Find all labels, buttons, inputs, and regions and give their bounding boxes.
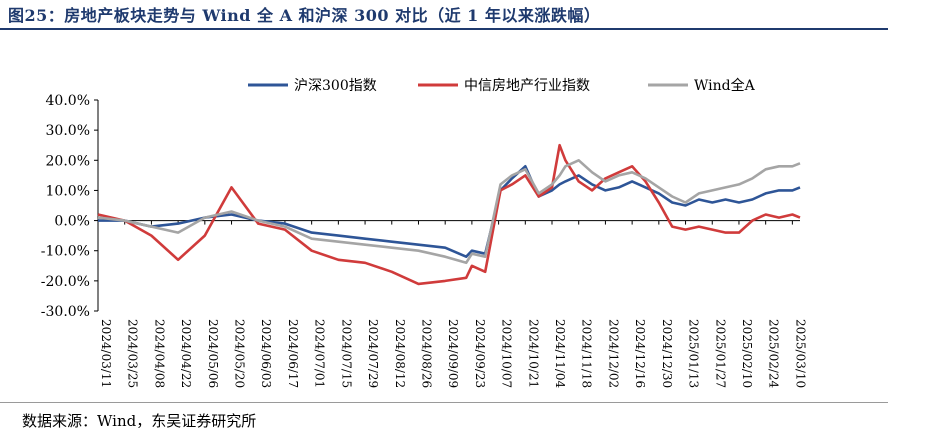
y-tick-label: 0.0% xyxy=(54,214,90,230)
legend-label: 中信房地产行业指数 xyxy=(464,78,590,94)
y-tick-label: 20.0% xyxy=(46,153,90,169)
legend: 沪深300指数 中信房地产行业指数 Wind全A xyxy=(248,77,756,94)
x-tick-label: 2024/11/04 xyxy=(553,319,567,389)
y-axis: 40.0% 30.0% 20.0% 10.0% 0.0% -10.0% -20.0% -30.… xyxy=(41,93,99,320)
x-tick-label: 2024/12/30 xyxy=(660,319,674,388)
x-tick-label: 2024/04/22 xyxy=(179,319,193,388)
source-note: 数据来源：Wind，东吴证券研究所 xyxy=(22,412,257,430)
y-tick-label: -10.0% xyxy=(41,244,90,260)
y-tick-label: 10.0% xyxy=(46,183,90,199)
x-tick-label: 2024/03/11 xyxy=(99,319,113,388)
x-tick-label: 2024/06/03 xyxy=(259,319,273,388)
x-tick-label: 2025/02/10 xyxy=(740,319,754,388)
y-tick-label: -20.0% xyxy=(41,274,90,290)
title-rule xyxy=(0,28,888,30)
figure-title: 图25：房地产板块走势与 Wind 全 A 和沪深 300 对比（近 1 年以来… xyxy=(8,6,601,25)
footer-rule xyxy=(0,402,888,403)
x-tick-label: 2024/12/02 xyxy=(606,319,620,388)
line-chart: 沪深300指数 中信房地产行业指数 Wind全A 40.0% 30.0% 20.0% 10… xyxy=(41,77,808,389)
x-tick-label: 2024/05/20 xyxy=(233,319,247,388)
legend-label: 沪深300指数 xyxy=(294,78,377,94)
y-tick-label: -30.0% xyxy=(41,304,90,320)
series-line xyxy=(98,165,801,259)
x-tick-label: 2024/07/15 xyxy=(339,319,353,388)
x-tick-label: 2024/11/18 xyxy=(580,319,594,388)
x-tick-label: 2024/10/21 xyxy=(526,319,540,388)
x-tick-label: 2024/10/07 xyxy=(500,319,514,388)
legend-label: Wind全A xyxy=(694,77,756,94)
x-tick-label: 2024/04/08 xyxy=(152,319,166,388)
y-tick-label: 30.0% xyxy=(46,123,90,139)
x-tick-label: 2025/01/13 xyxy=(687,319,701,388)
series-line xyxy=(97,159,801,265)
x-tick-label: 2024/09/23 xyxy=(473,319,487,388)
x-tick-label: 2025/01/27 xyxy=(713,319,727,388)
series-line xyxy=(97,143,801,286)
series-lines xyxy=(97,143,801,286)
y-tick-label: 40.0% xyxy=(46,93,90,109)
x-tick-label: 2024/08/26 xyxy=(419,319,433,388)
x-tick-label: 2024/05/06 xyxy=(206,319,220,388)
x-axis: 2024/03/11 2024/03/25 2024/04/08 2024/04/22… xyxy=(97,220,807,389)
x-tick-label: 2024/06/17 xyxy=(286,319,300,388)
x-tick-label: 2025/03/10 xyxy=(793,319,807,388)
x-tick-label: 2024/12/16 xyxy=(633,319,647,388)
x-tick-label: 2024/07/01 xyxy=(313,319,327,388)
x-tick-label: 2024/09/09 xyxy=(446,319,460,388)
x-tick-label: 2024/03/25 xyxy=(126,319,140,388)
x-tick-label: 2024/08/12 xyxy=(393,319,407,388)
x-tick-label: 2025/02/24 xyxy=(767,319,781,389)
x-tick-label: 2024/07/29 xyxy=(366,319,380,388)
